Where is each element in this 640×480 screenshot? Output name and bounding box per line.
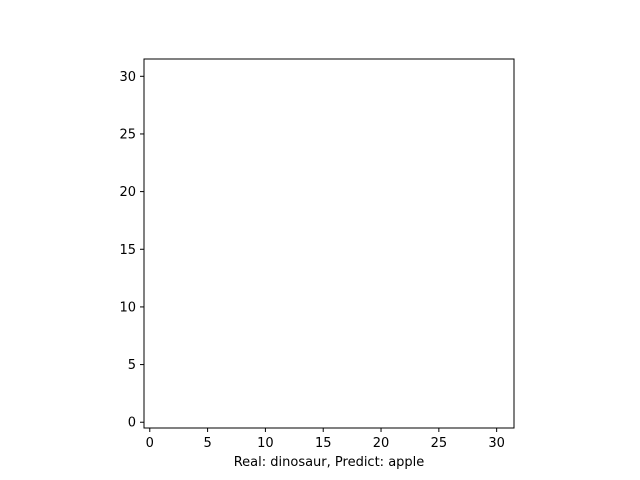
x-axis-label: Real: dinosaur, Predict: apple	[234, 455, 425, 470]
x-axis: 0 5 10 15 20 25 30	[146, 428, 505, 451]
y-tick-label: 0	[128, 416, 136, 431]
axes-frame	[143, 58, 515, 429]
y-tick-label: 5	[128, 358, 136, 373]
y-tick-label: 20	[119, 185, 136, 200]
image-background	[144, 59, 514, 428]
y-tick-label: 30	[119, 70, 136, 85]
y-tick-label: 15	[119, 243, 136, 258]
x-tick-label: 25	[431, 436, 448, 451]
x-tick-label: 15	[315, 436, 332, 451]
x-tick-label: 30	[488, 436, 505, 451]
y-tick-label: 25	[119, 127, 136, 142]
x-tick-label: 0	[146, 436, 154, 451]
x-tick-label: 10	[257, 436, 274, 451]
image-heatmap	[144, 59, 514, 428]
y-axis: 0 5 10 15 20 25 30	[119, 70, 144, 431]
x-tick-label: 5	[203, 436, 211, 451]
x-tick-label: 20	[373, 436, 390, 451]
y-tick-label: 10	[119, 300, 136, 315]
